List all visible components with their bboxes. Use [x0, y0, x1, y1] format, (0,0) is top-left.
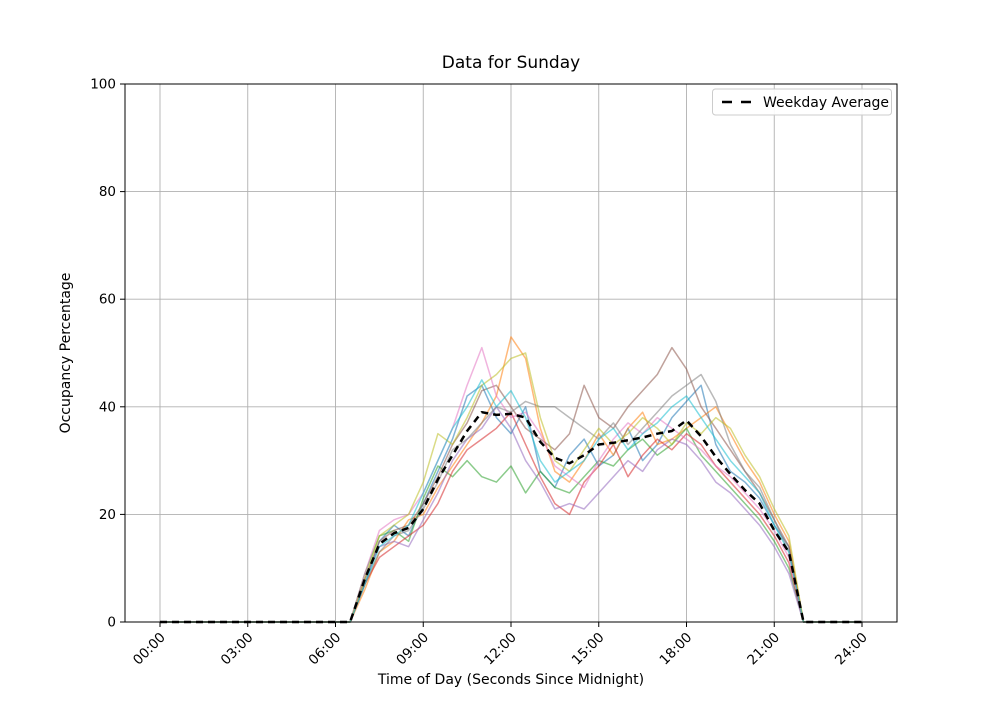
legend-box: [712, 88, 892, 116]
x-tick-label: 09:00: [393, 630, 432, 669]
x-tick-label: 00:00: [130, 630, 169, 669]
y-tick-label: 80: [99, 184, 116, 200]
y-axis-label: Occupancy Percentage: [58, 273, 74, 434]
x-tick-label: 24:00: [832, 630, 871, 669]
x-tick-label: 03:00: [218, 630, 257, 669]
legend-label: Weekday Average: [763, 95, 889, 111]
x-tick-label: 15:00: [569, 630, 608, 669]
y-tick-label: 60: [99, 292, 116, 308]
x-tick-label: 21:00: [744, 630, 783, 669]
x-tick-label: 12:00: [481, 630, 520, 669]
average-line: [160, 410, 862, 624]
x-tick-label: 06:00: [306, 630, 345, 669]
y-tick-label: 100: [90, 77, 116, 93]
chart-title: Data for Sunday: [442, 53, 580, 73]
x-axis-label: Time of Day (Seconds Since Midnight): [377, 672, 644, 688]
y-tick-label: 20: [99, 507, 116, 523]
y-tick-label: 40: [99, 399, 116, 415]
x-tick-label: 18:00: [657, 630, 696, 669]
y-tick-label: 0: [107, 615, 116, 631]
